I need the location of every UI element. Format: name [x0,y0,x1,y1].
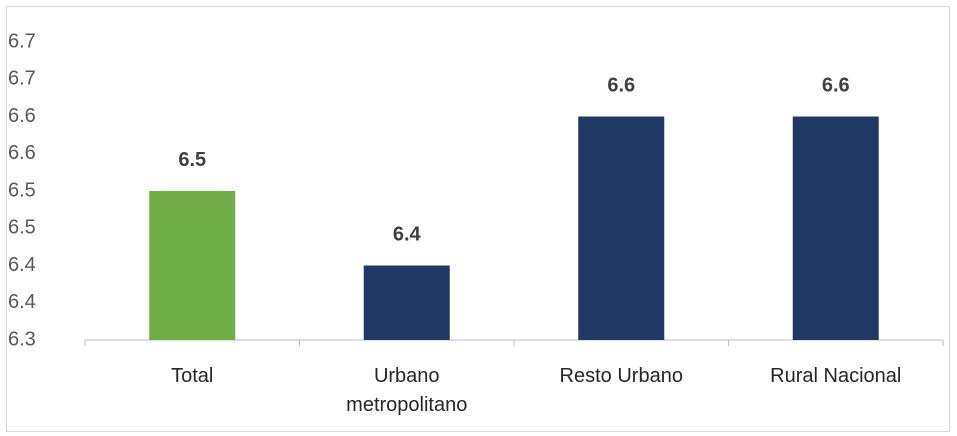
data-label: 6.6 [822,75,850,97]
y-tick-label: 6.6 [8,105,36,127]
y-tick-label: 6.3 [8,328,36,350]
category-label: Resto Urbano [560,365,683,387]
y-tick-label: 6.7 [8,68,36,90]
y-tick-label: 6.5 [8,179,36,201]
bar [363,265,450,340]
bar [578,116,665,340]
y-tick-label: 6.7 [8,30,36,52]
y-tick-label: 6.4 [8,291,36,313]
category-label: Rural Nacional [770,365,901,387]
data-label: 6.5 [178,149,206,171]
data-label: 6.4 [393,224,422,246]
y-tick-label: 6.6 [8,142,36,164]
bar [149,191,236,340]
y-tick-label: 6.4 [8,254,36,276]
category-label: Total [171,365,213,387]
category-label: metropolitano [346,394,467,416]
bar [792,116,879,340]
category-label: Urbano [374,365,440,387]
data-label: 6.6 [607,75,635,97]
y-tick-label: 6.5 [8,217,36,239]
